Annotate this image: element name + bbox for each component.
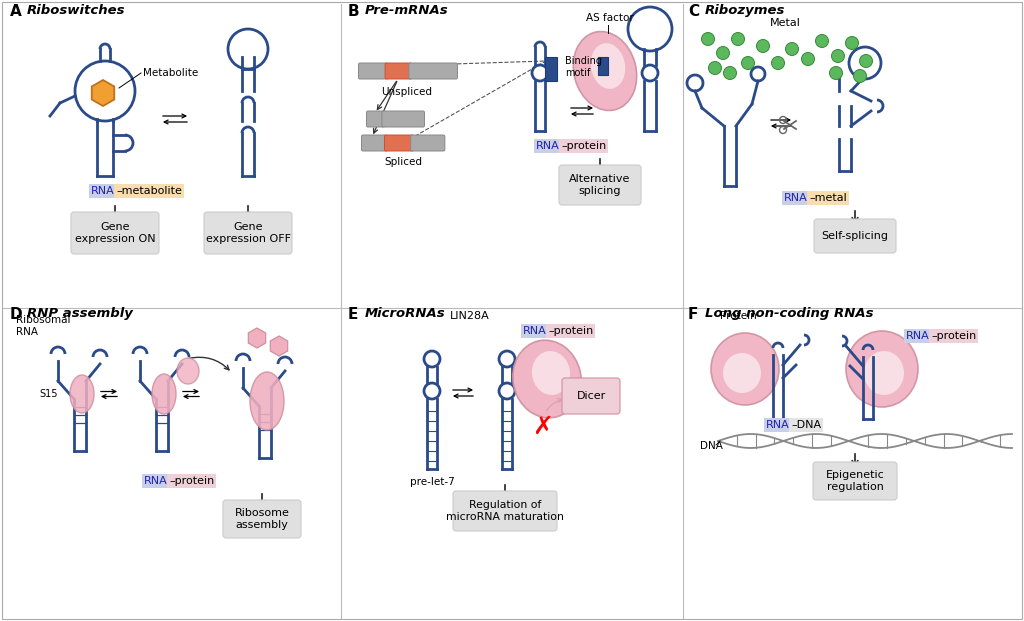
- FancyBboxPatch shape: [411, 135, 444, 151]
- Text: Spliced: Spliced: [384, 157, 422, 167]
- Circle shape: [757, 40, 769, 53]
- FancyBboxPatch shape: [384, 135, 414, 151]
- Circle shape: [853, 70, 866, 83]
- Ellipse shape: [711, 333, 779, 405]
- Text: Alternative
splicing: Alternative splicing: [569, 175, 631, 196]
- FancyBboxPatch shape: [204, 212, 292, 254]
- FancyBboxPatch shape: [562, 378, 620, 414]
- Text: S15: S15: [40, 389, 58, 399]
- Text: RNP assembly: RNP assembly: [27, 307, 133, 320]
- FancyBboxPatch shape: [453, 491, 557, 531]
- Circle shape: [717, 47, 729, 60]
- Text: MicroRNAs: MicroRNAs: [365, 307, 445, 320]
- Circle shape: [701, 32, 715, 45]
- Text: LIN28A: LIN28A: [451, 311, 489, 321]
- Text: Gene
expression ON: Gene expression ON: [75, 222, 156, 244]
- Text: –DNA: –DNA: [791, 420, 821, 430]
- Circle shape: [771, 57, 784, 70]
- Text: Dicer: Dicer: [577, 391, 605, 401]
- Text: –protein: –protein: [169, 476, 214, 486]
- Text: RNA: RNA: [91, 186, 115, 196]
- FancyBboxPatch shape: [71, 212, 159, 254]
- Text: Gene
expression OFF: Gene expression OFF: [206, 222, 291, 244]
- Ellipse shape: [846, 331, 918, 407]
- FancyBboxPatch shape: [223, 500, 301, 538]
- Polygon shape: [249, 328, 265, 348]
- Text: Ribosomal
RNA: Ribosomal RNA: [16, 315, 71, 337]
- Circle shape: [815, 35, 828, 47]
- Bar: [545, 57, 557, 81]
- Text: E: E: [348, 307, 358, 322]
- Polygon shape: [92, 80, 115, 106]
- Text: Metal: Metal: [770, 18, 801, 28]
- Text: Protein: Protein: [720, 311, 757, 321]
- Text: RNA: RNA: [766, 420, 790, 430]
- Bar: [598, 57, 608, 75]
- Ellipse shape: [70, 375, 94, 413]
- Ellipse shape: [513, 340, 582, 418]
- Text: –metal: –metal: [809, 193, 847, 203]
- Text: –protein: –protein: [548, 326, 593, 336]
- Text: DNA: DNA: [700, 441, 723, 451]
- Text: Long non-coding RNAs: Long non-coding RNAs: [705, 307, 873, 320]
- Text: Unspliced: Unspliced: [382, 87, 432, 97]
- Text: RNA: RNA: [523, 326, 547, 336]
- Text: Ribosome
assembly: Ribosome assembly: [234, 508, 290, 530]
- Text: –protein: –protein: [561, 141, 606, 151]
- Ellipse shape: [152, 374, 176, 414]
- Circle shape: [785, 42, 799, 55]
- FancyBboxPatch shape: [409, 63, 458, 79]
- Text: Ribozymes: Ribozymes: [705, 4, 785, 17]
- Text: D: D: [10, 307, 23, 322]
- Circle shape: [829, 66, 843, 79]
- Text: ✗: ✗: [532, 415, 554, 439]
- FancyBboxPatch shape: [814, 219, 896, 253]
- Text: C: C: [688, 4, 699, 19]
- Circle shape: [802, 53, 814, 65]
- FancyBboxPatch shape: [361, 135, 387, 151]
- Ellipse shape: [177, 358, 199, 384]
- Text: RNA: RNA: [144, 476, 168, 486]
- Ellipse shape: [531, 351, 570, 395]
- FancyBboxPatch shape: [813, 462, 897, 500]
- Circle shape: [731, 32, 744, 45]
- Circle shape: [846, 37, 858, 50]
- Circle shape: [724, 66, 736, 79]
- Text: AS factor: AS factor: [586, 13, 634, 23]
- Circle shape: [741, 57, 755, 70]
- FancyBboxPatch shape: [385, 63, 412, 79]
- Text: Regulation of
microRNA maturation: Regulation of microRNA maturation: [446, 500, 564, 522]
- Circle shape: [859, 55, 872, 68]
- Ellipse shape: [723, 353, 761, 393]
- Ellipse shape: [591, 43, 626, 89]
- Text: –protein: –protein: [931, 331, 976, 341]
- Text: B: B: [348, 4, 359, 19]
- FancyBboxPatch shape: [559, 165, 641, 205]
- Polygon shape: [270, 336, 288, 356]
- Ellipse shape: [573, 32, 637, 111]
- FancyBboxPatch shape: [358, 63, 388, 79]
- Circle shape: [831, 50, 845, 63]
- Text: Riboswitches: Riboswitches: [27, 4, 126, 17]
- Text: RNA: RNA: [537, 141, 560, 151]
- Text: Pre-mRNAs: Pre-mRNAs: [365, 4, 449, 17]
- Ellipse shape: [250, 372, 284, 430]
- Text: –metabolite: –metabolite: [116, 186, 182, 196]
- Text: A: A: [10, 4, 22, 19]
- Text: Metabolite: Metabolite: [143, 68, 199, 78]
- Text: Binding
motif: Binding motif: [565, 56, 602, 78]
- Ellipse shape: [864, 351, 904, 395]
- Text: pre-let-7: pre-let-7: [410, 477, 455, 487]
- FancyBboxPatch shape: [367, 111, 385, 127]
- Text: RNA: RNA: [906, 331, 930, 341]
- FancyBboxPatch shape: [382, 111, 425, 127]
- Text: Self-splicing: Self-splicing: [821, 231, 889, 241]
- Text: F: F: [688, 307, 698, 322]
- Text: Epigenetic
regulation: Epigenetic regulation: [825, 470, 885, 492]
- Circle shape: [709, 61, 722, 75]
- Text: RNA: RNA: [784, 193, 808, 203]
